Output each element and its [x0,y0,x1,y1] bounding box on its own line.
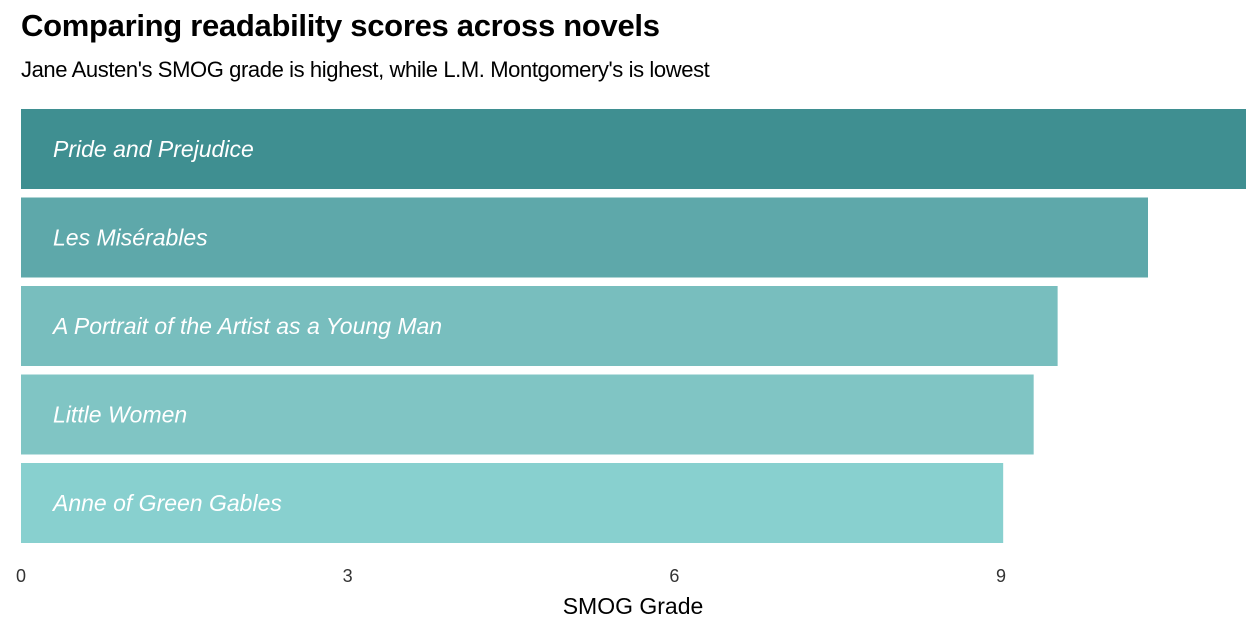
x-axis-title: SMOG Grade [563,593,704,619]
x-tick-label: 3 [343,566,353,586]
bar-label: Pride and Prejudice [53,136,254,162]
bar-label: Anne of Green Gables [51,490,282,516]
bar-label: Little Women [53,402,187,428]
bar [21,463,1004,543]
bar [21,109,1246,189]
x-axis-ticks: 0 3 6 9 [16,566,1006,586]
x-tick-label: 6 [669,566,679,586]
chart-title: Comparing readability scores across nove… [21,8,660,43]
bar-labels-layer: Pride and Prejudice Les Misérables A Portr… [51,136,442,516]
bars-layer [21,109,1246,543]
bar-label: Les Misérables [53,225,208,251]
chart-subtitle: Jane Austen's SMOG grade is highest, whi… [21,57,710,82]
bar [21,286,1058,366]
x-tick-label: 9 [996,566,1006,586]
bar [21,197,1148,278]
bar [21,374,1034,455]
bar-label: A Portrait of the Artist as a Young Man [51,313,442,339]
x-tick-label: 0 [16,566,26,586]
